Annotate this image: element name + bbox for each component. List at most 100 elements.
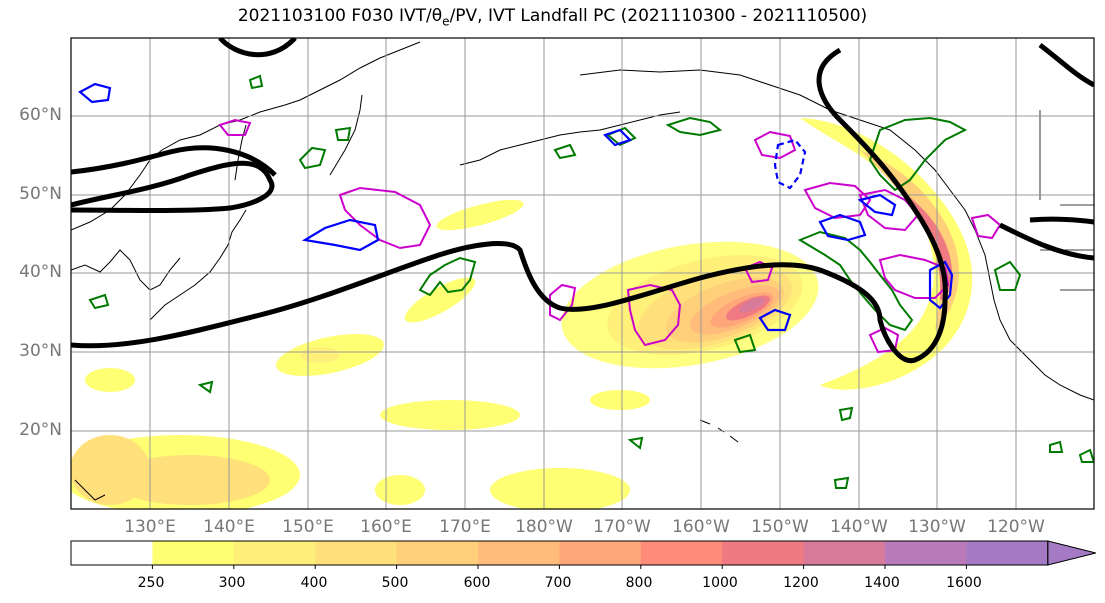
ivt-pc-contour (928, 260, 954, 310)
pv-contour (1078, 448, 1094, 463)
coast-aleutians (459, 111, 681, 166)
ivt-shade-coastal-250 (800, 118, 973, 390)
theta-contour (753, 130, 797, 160)
pv-contour (298, 146, 327, 170)
coast-kamchatka (329, 94, 363, 176)
colorbar-label-1400: 1400 (864, 575, 900, 591)
pv-contour (868, 116, 968, 192)
ivt-shade-south-7 (85, 368, 135, 392)
theta-contour (218, 118, 252, 136)
theta-contour (858, 188, 920, 232)
pv-contours (88, 74, 1094, 489)
colorbar-label-1000: 1000 (702, 575, 738, 591)
theta-contour (878, 253, 950, 299)
pv-contour (993, 260, 1022, 291)
lat-label-20n: 20°N (19, 420, 62, 440)
chart-title: 2021103100 F030 IVT/θe/PV, IVT Landfall … (237, 6, 868, 29)
jet-contour-east-2 (1029, 216, 1094, 225)
pv-contour (88, 293, 110, 310)
ivt-shade-south-5 (490, 468, 630, 509)
ivt-shade-south-6 (590, 390, 650, 410)
pv-contour (838, 406, 854, 422)
jet-contours (71, 38, 1094, 364)
coast-canada-interior (1039, 110, 1094, 291)
colorbar-segment (803, 541, 886, 565)
lat-label-30n: 30°N (19, 341, 62, 361)
colorbar-segment (640, 541, 723, 565)
ivt-pc-contour (78, 82, 112, 104)
colorbar-extend-arrow (1047, 540, 1096, 566)
ivt-pc-contour (758, 308, 792, 332)
ivt-shade-south-4 (380, 400, 520, 430)
coast-na-west (993, 299, 1094, 401)
lon-label-170e: 170°E (439, 517, 491, 537)
pv-contour (665, 116, 723, 137)
pv-contour (1049, 440, 1064, 453)
colorbar-segment (885, 541, 967, 565)
pv-contour (334, 126, 352, 141)
lon-label-170w: 170°W (593, 517, 651, 537)
lon-label-120w: 120°W (987, 517, 1045, 537)
gridlines (71, 38, 1094, 509)
ivt-shade-central-band (404, 277, 476, 323)
lon-label-160e: 160°E (360, 517, 412, 537)
theta-contour (743, 260, 774, 284)
pv-contour (248, 74, 264, 90)
colorbar-label-600: 600 (463, 575, 491, 591)
pv-contour (553, 143, 577, 160)
lon-label-140w: 140°W (830, 517, 888, 537)
lat-label-60n: 60°N (19, 105, 62, 125)
ivt-pc-contour (301, 218, 380, 252)
ivt-shade-w-pacific-core (300, 347, 340, 363)
jet-contour-top (218, 38, 297, 58)
ivt-shading (71, 118, 973, 509)
pv-contour (797, 230, 914, 332)
colorbar-segment (396, 541, 479, 565)
lon-label-180w: 180°W (515, 517, 573, 537)
ivt-shade-n-pacific (436, 199, 524, 231)
colorbar-label-250: 250 (137, 575, 165, 591)
colorbar-segment (559, 541, 642, 565)
colorbar-segment (966, 541, 1049, 565)
ivt-shade-south-8 (375, 475, 425, 505)
theta-contour (549, 283, 577, 322)
lon-label-130e: 130°E (124, 517, 176, 537)
ivt-pc-contour (602, 128, 633, 147)
ivt-pc-contour (818, 213, 867, 242)
colorbar-segment (71, 541, 153, 565)
lat-label-50n: 50°N (19, 184, 62, 204)
colorbar-segment (315, 541, 398, 565)
lat-label-40n: 40°N (19, 262, 62, 282)
jet-contour-north (71, 160, 275, 213)
lon-label-130w: 130°W (908, 517, 966, 537)
colorbar-label-1200: 1200 (783, 575, 819, 591)
coast-philippines (74, 479, 106, 501)
colorbar-label-1600: 1600 (946, 575, 982, 591)
colorbar-label-700: 700 (544, 575, 572, 591)
lon-label-160w: 160°W (672, 517, 730, 537)
pv-contour (197, 380, 214, 394)
pv-contour (833, 476, 850, 489)
jet-contour-northwest (71, 145, 277, 177)
lon-label-150e: 150°E (282, 517, 334, 537)
pv-contour (733, 333, 757, 354)
colorbar-label-300: 300 (218, 575, 246, 591)
colorbar-segment (478, 541, 560, 565)
colorbar-label-400: 400 (300, 575, 328, 591)
colorbar-segment (722, 541, 805, 565)
ivt-pc-contour-dashed (773, 138, 807, 190)
colorbar-segment (233, 541, 316, 565)
ivt-shade-south-3 (71, 435, 150, 505)
ivt-shade-1200 (739, 297, 765, 313)
colorbar (70, 540, 1096, 569)
colorbar-label-500: 500 (381, 575, 409, 591)
ivt-pc-contours (78, 82, 954, 332)
coast-korea-china (71, 249, 181, 291)
pv-contour (418, 256, 477, 297)
colorbar-label-800: 800 (625, 575, 653, 591)
coast-japan (149, 209, 247, 321)
pv-contour (627, 436, 644, 450)
jet-contour-ne (1038, 43, 1094, 88)
jet-contour-east (998, 222, 1094, 261)
